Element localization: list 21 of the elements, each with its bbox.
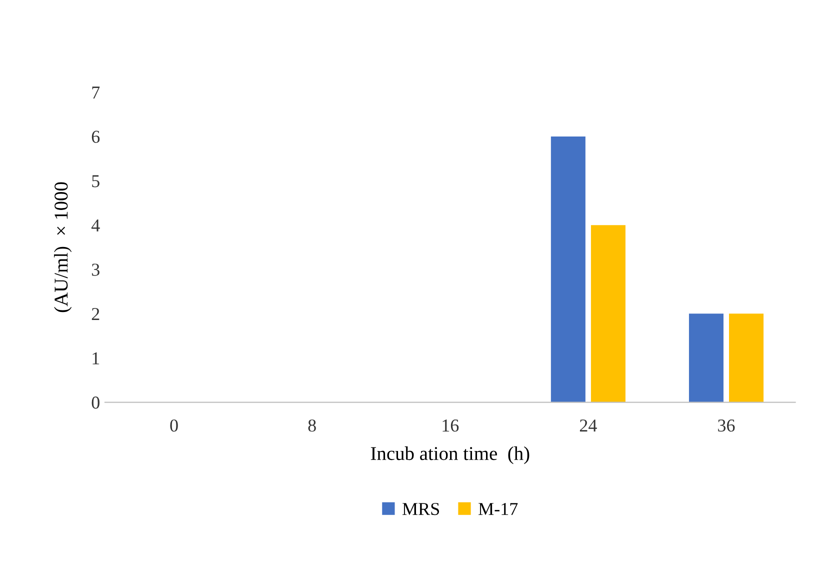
y-tick-label: 6 bbox=[92, 130, 100, 143]
y-tick-label: 7 bbox=[92, 86, 100, 98]
y-tick-label: 1 bbox=[92, 352, 100, 364]
x-tick-label: 36 bbox=[718, 420, 735, 432]
bar bbox=[550, 136, 586, 402]
y-tick-label: 2 bbox=[92, 308, 100, 320]
x-tick-label: 16 bbox=[442, 420, 459, 432]
bar bbox=[688, 314, 724, 402]
x-tick-label: 0 bbox=[170, 419, 178, 432]
x-tick-label: 24 bbox=[580, 420, 597, 432]
legend-label: MRS bbox=[402, 502, 440, 516]
x-axis-title: Incub ation time (h) bbox=[370, 446, 530, 464]
y-tick-label: 0 bbox=[92, 396, 100, 409]
x-tick-label: 8 bbox=[308, 419, 316, 432]
y-tick-label: 5 bbox=[92, 175, 100, 188]
bar bbox=[590, 225, 626, 402]
y-tick-label: 4 bbox=[91, 219, 100, 232]
y-axis-title: (AU/ml) × 1000 bbox=[54, 182, 72, 312]
legend-label: M-17 bbox=[478, 502, 518, 515]
y-tick-label: 3 bbox=[92, 264, 100, 276]
bar bbox=[729, 314, 764, 402]
